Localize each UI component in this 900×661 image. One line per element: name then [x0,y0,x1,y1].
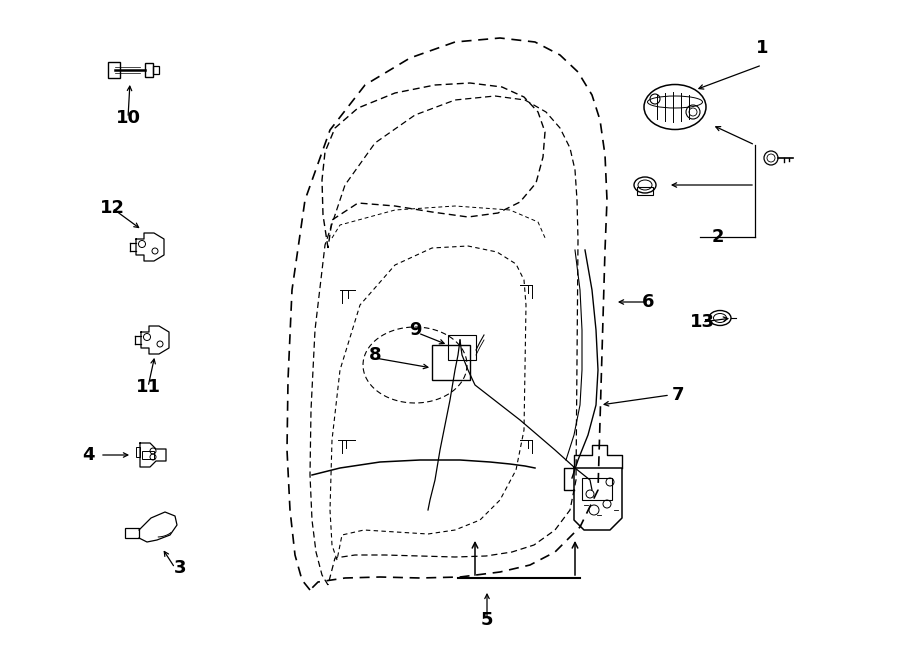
Text: 3: 3 [174,559,186,577]
Text: 10: 10 [115,109,140,127]
Bar [153,66,159,74]
Text: 8: 8 [369,346,382,364]
Text: 6: 6 [642,293,654,311]
Text: 9: 9 [409,321,421,339]
Bar [448,335,476,360]
Bar [582,478,612,500]
Bar [637,187,653,195]
Text: 11: 11 [136,378,160,396]
Bar [142,451,154,459]
Text: 4: 4 [82,446,94,464]
Bar [432,345,470,380]
Text: 12: 12 [100,199,124,217]
Text: 7: 7 [671,386,684,404]
Text: 5: 5 [481,611,493,629]
Text: 13: 13 [689,313,715,331]
Bar [125,528,139,538]
Text: 1: 1 [756,39,769,57]
Text: 2: 2 [712,228,724,246]
Bar [108,62,120,78]
Bar [145,63,153,77]
Bar [136,447,140,457]
